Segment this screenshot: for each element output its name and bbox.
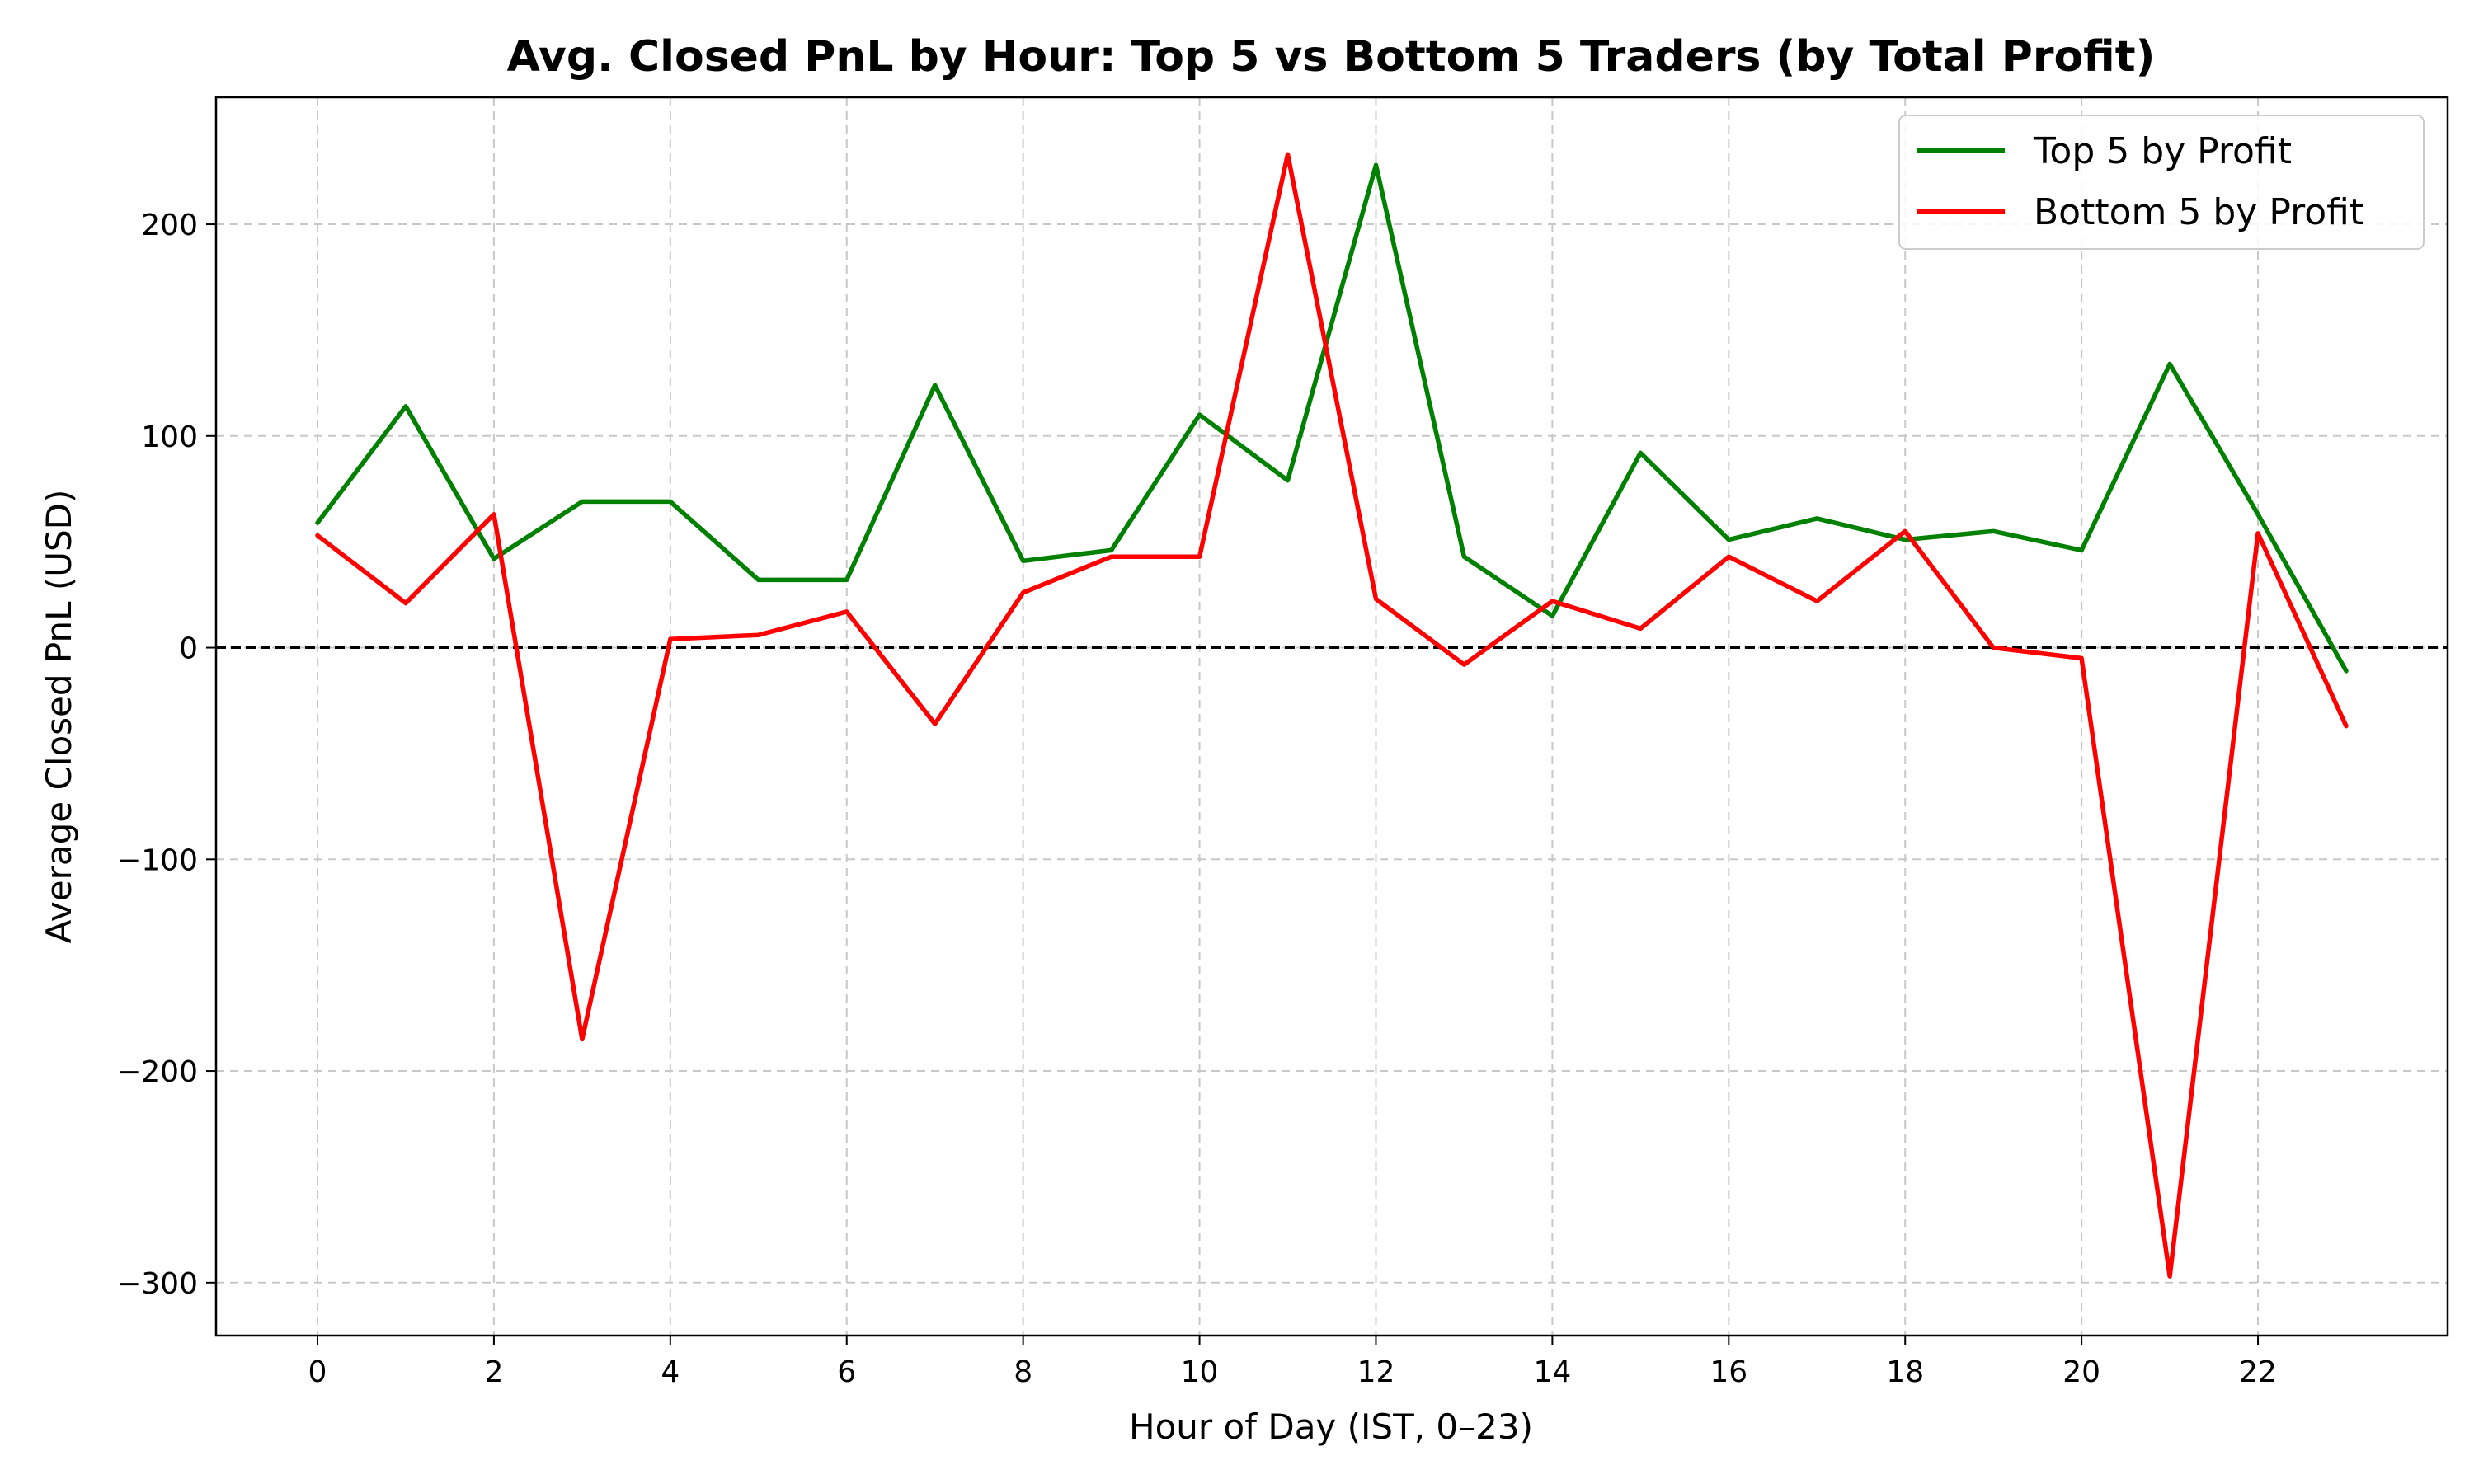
plot-frame	[214, 96, 2449, 1337]
y-tick-label: −300	[116, 1267, 198, 1301]
y-tick-label: −200	[116, 1055, 198, 1089]
y-tick-label: 200	[141, 209, 198, 242]
y-tick-label: 0	[179, 632, 198, 666]
tick-layer: 0 2 4 6 8 10 12 14 16 18 20 22 −300 −200 −100 0 100 200	[116, 209, 2277, 1389]
legend-entries: Top 5 by Profit Bottom 5 by Profit	[1917, 130, 2363, 233]
legend: Top 5 by Profit Bottom 5 by Profit	[1898, 115, 2425, 250]
x-tick-label: 2	[484, 1355, 503, 1389]
x-tick-label: 0	[308, 1355, 327, 1389]
x-tick-label: 18	[1886, 1355, 1924, 1389]
x-tick-label: 16	[1710, 1355, 1747, 1389]
series-line-top-5	[315, 162, 2349, 674]
x-axis-label: Hour of Day (IST, 0–23)	[1129, 1407, 1533, 1447]
x-tick-label: 6	[837, 1355, 856, 1389]
grid-layer	[216, 97, 2448, 1336]
legend-label: Top 5 by Profit	[2033, 130, 2292, 172]
series-layer	[315, 152, 2349, 1279]
x-tick-label: 8	[1014, 1355, 1032, 1389]
y-tick-label: −100	[116, 843, 198, 877]
x-tick-label: 14	[1533, 1355, 1571, 1389]
x-tick-label: 4	[661, 1355, 680, 1389]
chart-title: Avg. Closed PnL by Hour: Top 5 vs Bottom…	[507, 32, 2156, 82]
y-tick-label: 100	[141, 420, 198, 454]
series-line-bottom-5	[315, 152, 2349, 1279]
y-axis-label: Average Closed PnL (USD)	[39, 490, 79, 944]
x-tick-label: 22	[2239, 1355, 2277, 1389]
x-tick-label: 12	[1357, 1355, 1395, 1389]
legend-box	[1898, 115, 2425, 250]
x-tick-label: 10	[1181, 1355, 1219, 1389]
x-tick-label: 20	[2062, 1355, 2100, 1389]
legend-label: Bottom 5 by Profit	[2034, 191, 2363, 233]
